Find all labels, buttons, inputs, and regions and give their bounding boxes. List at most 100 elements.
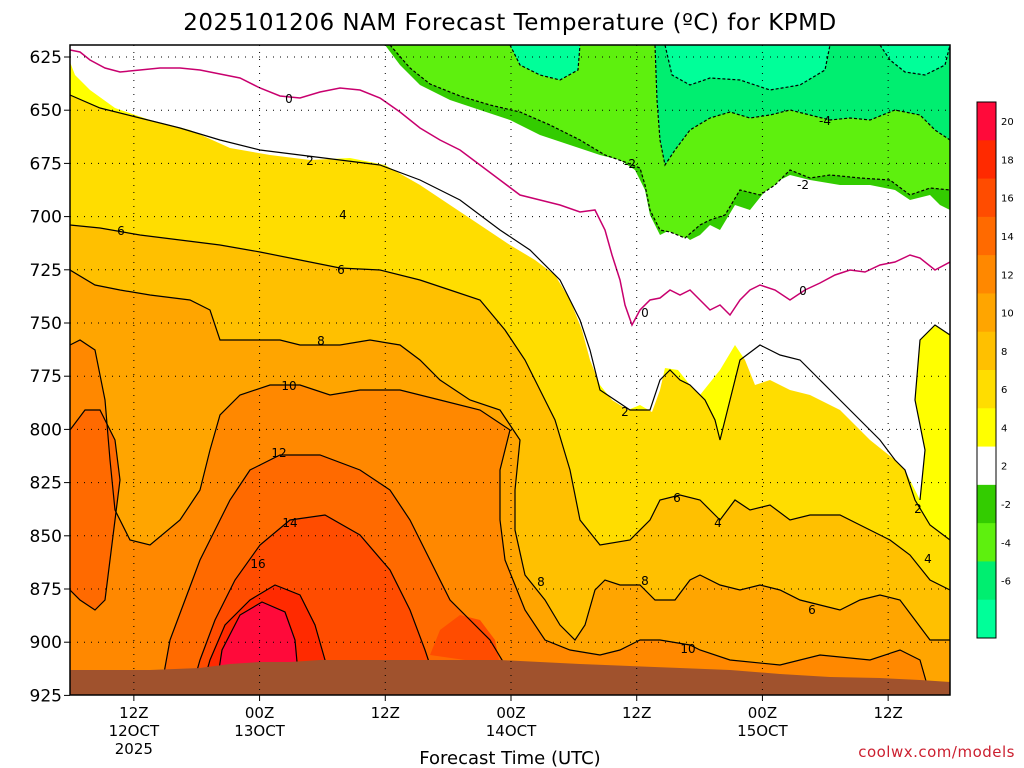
chart-title: 2025101206 NAM Forecast Temperature (ºC)… — [183, 10, 836, 36]
contour-label: 2 — [306, 154, 314, 168]
contour-label: 10 — [680, 642, 695, 656]
contour-label: 8 — [317, 334, 325, 348]
contour-line-8 — [70, 339, 931, 695]
contour-line-14 — [189, 514, 441, 695]
contour-line-10b — [159, 454, 511, 695]
contour-lines — [70, 45, 950, 695]
colorbar-label: 2 — [1001, 462, 1007, 473]
colorbar-swatch — [977, 255, 996, 294]
colorbar-label: 14 — [1001, 232, 1014, 243]
y-tick-label: 825 — [30, 474, 62, 494]
colorbar-frame — [976, 101, 997, 639]
x-tick-label: 00Z — [245, 704, 274, 722]
colorbar-swatch — [977, 446, 996, 486]
colorbar: 20 18 16 14 12 10 8 6 4 2 -2 -4 -6 — [976, 101, 1014, 639]
contour-label: 12 — [271, 446, 286, 460]
colorbar-swatch — [977, 216, 996, 256]
colorbar-label: -2 — [1001, 500, 1011, 511]
colorbar-swatch — [977, 102, 996, 141]
contour-label: 16 — [250, 557, 265, 571]
y-tick-label: 650 — [30, 101, 62, 121]
contour-label: 2 — [914, 502, 922, 516]
colorbar-label: 12 — [1001, 270, 1014, 281]
x-tick-label: 2025 — [115, 740, 153, 758]
y-tick-label: 800 — [30, 420, 62, 440]
x-tick-label: 13OCT — [234, 722, 285, 740]
y-tick-label: 900 — [30, 633, 62, 653]
terrain — [70, 660, 950, 695]
contour-label: 6 — [117, 224, 125, 238]
x-axis-label: Forecast Time (UTC) — [419, 748, 600, 768]
contour-label: 2 — [621, 405, 629, 419]
contour-line-6 — [70, 269, 950, 641]
band-below-m6 — [665, 45, 830, 90]
y-tick-label: 700 — [30, 208, 62, 228]
y-tick-label: 750 — [30, 314, 62, 334]
colorbar-label: 20 — [1001, 117, 1014, 128]
x-tick-label: 12Z — [119, 704, 148, 722]
contour-label: 0 — [285, 92, 293, 106]
contour-line-m6 — [664, 45, 831, 91]
zero-degree-line — [70, 49, 950, 327]
x-tick-label: 14OCT — [486, 722, 537, 740]
x-tick-label: 12Z — [371, 704, 400, 722]
contour-fill-area — [70, 45, 950, 695]
y-axis: 625 650 675 700 725 750 775 800 825 850 875 900 925 — [30, 48, 70, 706]
contour-line-m6b — [879, 45, 950, 76]
colorbar-swatch — [977, 523, 996, 562]
x-tick-label: 12Z — [873, 704, 902, 722]
colorbar-label: 8 — [1001, 347, 1007, 358]
colorbar-label: -4 — [1001, 538, 1011, 549]
credit-text: coolwx.com/models — [858, 743, 1015, 761]
contour-label: 0 — [641, 306, 649, 320]
colorbar-label: 16 — [1001, 194, 1014, 205]
contour-label: 6 — [673, 491, 681, 505]
band-below-m6-b — [880, 45, 950, 75]
colorbar-swatch — [977, 370, 996, 409]
contour-label: 4 — [714, 516, 722, 530]
contour-label: 4 — [339, 208, 347, 222]
contour-label: 6 — [337, 263, 345, 277]
contour-label: 8 — [641, 574, 649, 588]
x-tick-label: 15OCT — [737, 722, 788, 740]
contour-label: 0 — [799, 284, 807, 298]
contour-label: -4 — [819, 114, 831, 128]
colorbar-label: 18 — [1001, 155, 1014, 166]
contour-label: 8 — [537, 575, 545, 589]
y-tick-label: 775 — [30, 367, 62, 387]
contour-line-2 — [70, 94, 950, 541]
contour-label: 4 — [924, 552, 932, 566]
contour-label: -2 — [797, 178, 809, 192]
y-tick-label: 675 — [30, 154, 62, 174]
colorbar-label: 6 — [1001, 385, 1007, 396]
plot-frame — [69, 44, 951, 696]
contour-line-10 — [70, 409, 121, 611]
y-tick-label: 925 — [30, 686, 62, 706]
colorbar-label: 10 — [1001, 309, 1014, 320]
y-tick-label: 850 — [30, 527, 62, 547]
contour-line-16 — [199, 584, 331, 695]
contour-label: 14 — [282, 516, 297, 530]
contour-label-group: 0 0 0 2 2 2 4 4 4 6 6 6 6 8 8 8 10 10 12… — [117, 92, 932, 656]
contour-line-m4 — [654, 45, 950, 167]
colorbar-swatch — [977, 331, 996, 371]
colorbar-swatch — [977, 599, 996, 639]
colorbar-swatch — [977, 408, 996, 448]
colorbar-swatch — [977, 293, 996, 333]
x-tick-label: 00Z — [496, 704, 525, 722]
colorbar-swatch — [977, 484, 996, 524]
contour-line-m6c — [509, 45, 581, 81]
colorbar-swatch — [977, 561, 996, 601]
x-tick-label: 12Z — [622, 704, 651, 722]
contour-label: -2 — [624, 157, 636, 171]
contour-line-2b — [914, 324, 950, 501]
contour-line-18 — [214, 601, 301, 695]
colorbar-label: -6 — [1001, 577, 1011, 588]
y-tick-label: 725 — [30, 261, 62, 281]
x-tick-label: 12OCT — [109, 722, 160, 740]
band-14-16-b — [430, 615, 500, 665]
y-tick-label: 625 — [30, 48, 62, 68]
contour-label: 10 — [281, 379, 296, 393]
